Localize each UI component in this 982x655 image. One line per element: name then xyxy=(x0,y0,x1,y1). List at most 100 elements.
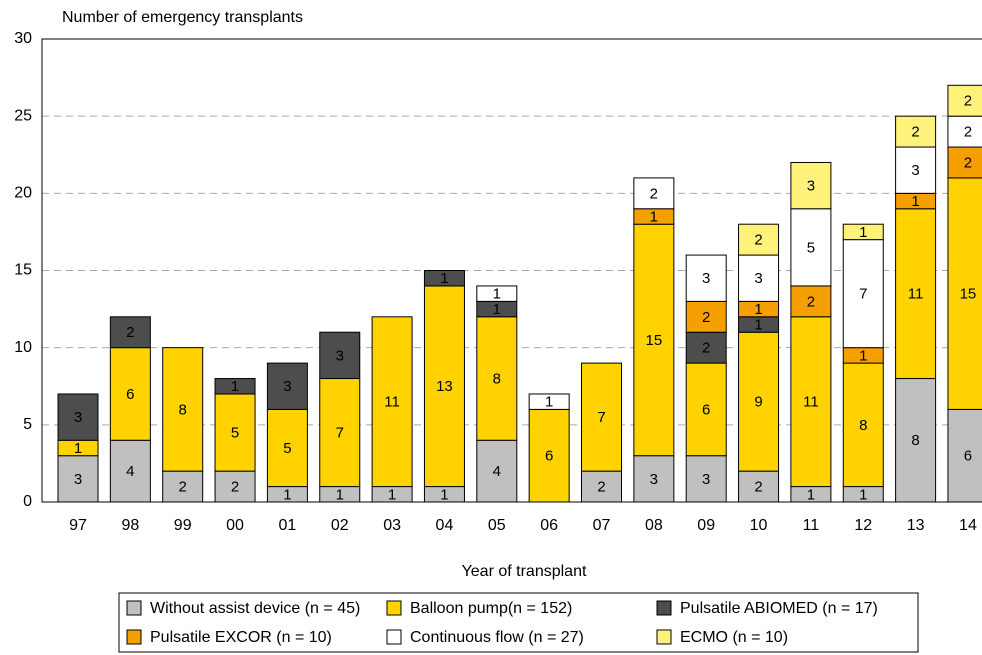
segment-label: 11 xyxy=(803,394,819,411)
bar-segment xyxy=(685,300,727,333)
segment-label: 6 xyxy=(702,401,710,418)
segment-label: 2 xyxy=(179,479,187,496)
bar-segment xyxy=(895,146,937,194)
bar-segment xyxy=(842,223,884,241)
bar-segment xyxy=(581,362,622,472)
bar-segment xyxy=(685,331,727,364)
y-tick-label: 5 xyxy=(23,416,32,433)
x-tick-label: 10 xyxy=(750,517,768,534)
bar-segment xyxy=(214,470,256,503)
bar-segment xyxy=(633,455,675,503)
bar-segment xyxy=(528,393,570,410)
segment-label: 6 xyxy=(545,448,553,465)
segment-label: 8 xyxy=(493,371,501,388)
segment-label: 9 xyxy=(754,394,762,411)
x-tick-label: 97 xyxy=(69,517,87,534)
segment-label: 2 xyxy=(702,340,710,357)
segment-label: 2 xyxy=(702,309,710,326)
segment-label: 6 xyxy=(964,448,972,465)
segment-label: 1 xyxy=(859,224,867,241)
segment-label: 3 xyxy=(807,178,815,195)
segment-label: 1 xyxy=(807,486,815,503)
legend-label: Balloon pump(n = 152) xyxy=(410,600,572,617)
legend-swatch xyxy=(656,629,672,645)
y-tick-label: 0 xyxy=(23,493,32,510)
segment-label: 2 xyxy=(911,124,919,141)
segment-label: 11 xyxy=(908,286,924,303)
x-tick-label: 01 xyxy=(279,517,297,534)
segment-label: 5 xyxy=(807,239,815,256)
bar-segment xyxy=(423,270,465,287)
legend-swatch xyxy=(386,600,402,616)
segment-label: 3 xyxy=(283,378,291,395)
segment-label: 2 xyxy=(650,185,658,202)
segment-label: 5 xyxy=(283,440,291,457)
bar-segment xyxy=(476,285,518,302)
segment-label: 1 xyxy=(440,486,448,503)
segment-label: 6 xyxy=(126,386,134,403)
segment-label: 1 xyxy=(388,486,396,503)
segment-label: 3 xyxy=(702,270,710,287)
plot-frame xyxy=(41,38,982,503)
x-tick-label: 13 xyxy=(907,517,925,534)
segment-label: 2 xyxy=(964,124,972,141)
segment-label: 8 xyxy=(859,417,867,434)
segment-label: 1 xyxy=(911,193,919,210)
segment-label: 1 xyxy=(650,208,658,225)
segment-label: 3 xyxy=(911,162,919,179)
bar-segment xyxy=(738,331,780,472)
bar-segment xyxy=(266,362,308,410)
segment-label: 1 xyxy=(283,486,291,503)
bar-segment xyxy=(895,208,937,380)
segment-label: 1 xyxy=(231,378,239,395)
bar-segment xyxy=(214,378,256,395)
bar-segment xyxy=(214,393,256,472)
bar-segment xyxy=(423,285,465,488)
bar-segment xyxy=(738,223,780,256)
segment-label: 2 xyxy=(231,479,239,496)
segment-label: 3 xyxy=(336,347,344,364)
bar-segment xyxy=(685,254,727,302)
segment-label: 1 xyxy=(493,286,501,303)
segment-label: 7 xyxy=(859,286,867,303)
legend-label: Without assist device (n = 45) xyxy=(150,600,360,617)
segment-label: 5 xyxy=(231,425,239,442)
bar-segment xyxy=(895,115,937,148)
legend-label: Pulsatile ABIOMED (n = 17) xyxy=(680,600,878,617)
segment-label: 1 xyxy=(859,347,867,364)
x-tick-label: 08 xyxy=(645,517,663,534)
segment-label: 2 xyxy=(964,154,972,171)
segment-label: 3 xyxy=(74,409,82,426)
x-tick-label: 02 xyxy=(331,517,349,534)
legend-label: Pulsatile EXCOR (n = 10) xyxy=(150,629,332,646)
segment-label: 2 xyxy=(807,293,815,310)
segment-label: 15 xyxy=(646,332,663,349)
bar-segment xyxy=(633,223,675,457)
segment-label: 1 xyxy=(754,316,762,333)
legend-swatch xyxy=(386,629,402,645)
x-tick-label: 12 xyxy=(854,517,872,534)
segment-label: 1 xyxy=(859,486,867,503)
x-axis-title: Year of transplant xyxy=(462,563,587,580)
segment-label: 7 xyxy=(336,425,344,442)
segment-label: 1 xyxy=(754,301,762,318)
x-tick-label: 03 xyxy=(383,517,401,534)
bar-segment xyxy=(842,239,884,349)
legend-label: ECMO (n = 10) xyxy=(680,629,788,646)
x-tick-label: 98 xyxy=(121,517,139,534)
bar-segment xyxy=(947,115,982,148)
segment-label: 3 xyxy=(702,471,710,488)
x-tick-label: 05 xyxy=(488,517,506,534)
plot-area: 3134622825115317311111314811612731512362… xyxy=(41,38,982,503)
bar-segment xyxy=(581,470,622,503)
x-tick-label: 09 xyxy=(697,517,715,534)
segment-label: 1 xyxy=(493,301,501,318)
segment-label: 2 xyxy=(126,324,134,341)
segment-label: 4 xyxy=(126,463,134,480)
y-tick-label: 20 xyxy=(14,185,32,202)
y-axis-title: Number of emergency transplants xyxy=(62,9,303,26)
x-tick-label: 07 xyxy=(593,517,611,534)
bar-segment xyxy=(790,161,832,210)
segment-label: 8 xyxy=(179,401,187,418)
